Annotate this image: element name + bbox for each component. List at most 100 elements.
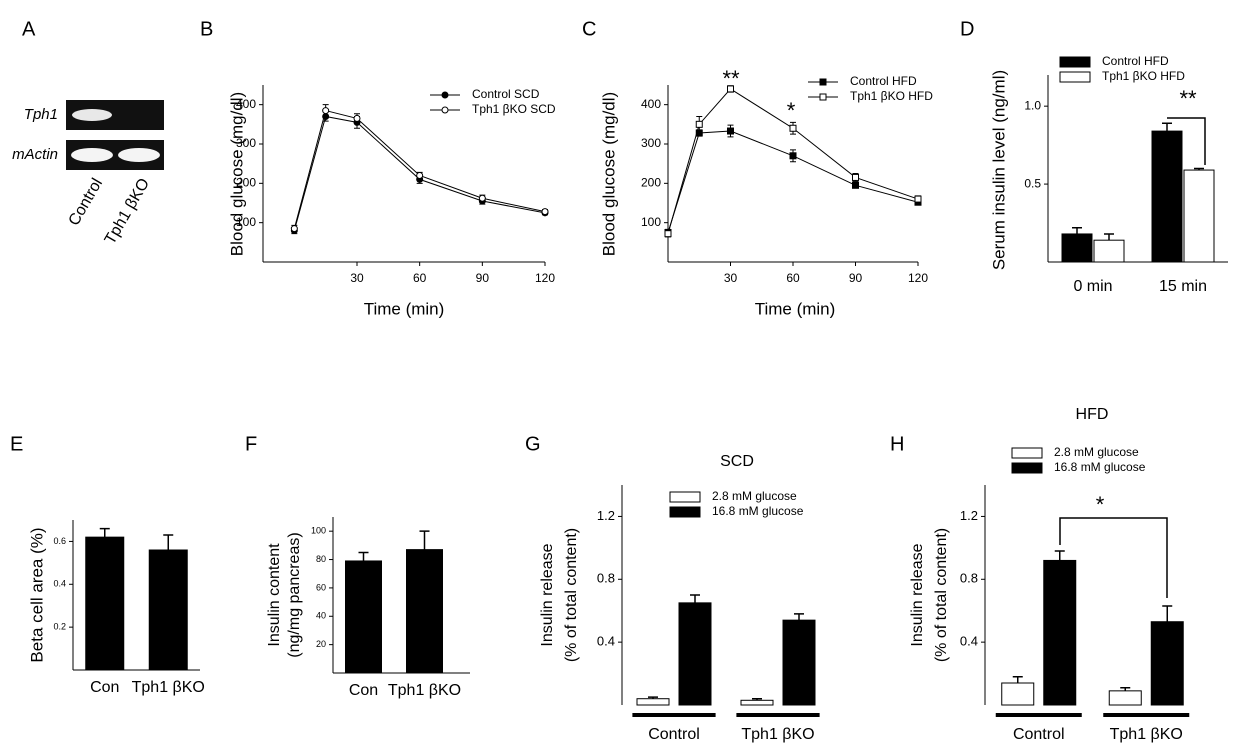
x-tick-label: Con [349,682,378,699]
legend-swatch [1059,71,1091,83]
bar [1151,130,1183,263]
x-tick-label: 120 [908,271,928,285]
x-tick-label: 30 [350,271,364,285]
y-tick-label: 40 [316,611,326,621]
panel-letter: E [10,433,23,455]
gel-lane-label: Control [66,176,107,229]
y-axis-label: (% of total content) [563,528,580,662]
legend-label: 16.8 mM glucose [712,504,804,518]
legend-swatch [669,491,701,503]
chart-title: HFD [1076,406,1109,423]
y-tick-label: 0.8 [597,571,615,586]
bar [740,699,774,706]
legend-marker [819,93,827,101]
legend-label: Tph1 βKO HFD [850,89,933,103]
series-line [667,130,919,233]
data-point [664,230,672,238]
legend-label: Tph1 βKO HFD [1102,69,1185,83]
y-axis-label: Blood glucose (mg/dl) [599,92,618,256]
y-tick-label: 300 [236,136,256,150]
legend-swatch [669,506,701,518]
legend-label: Control HFD [1102,54,1169,68]
chart-title: SCD [720,453,754,470]
bar [148,549,188,671]
legend-marker [441,91,449,99]
y-axis-label: Serum insulin level (ng/ml) [989,70,1008,270]
y-tick-label: 0.4 [597,634,615,649]
gel-band [71,148,113,162]
data-point [695,120,703,128]
x-tick-label: 30 [724,271,738,285]
significance-label: ** [1179,86,1197,111]
bar [1150,621,1184,706]
error-bar [690,594,700,603]
legend-label: Control HFD [850,74,917,88]
series-line [293,115,546,231]
bar [782,619,816,706]
gel-row-label: mActin [12,146,58,163]
error-bar [794,613,804,621]
y-tick-label: 100 [236,215,256,229]
significance-bracket [1059,517,1168,598]
y-tick-label: 1.0 [1024,98,1041,112]
error-bar [358,551,369,561]
data-point [541,208,549,216]
legend-label: Tph1 βKO SCD [472,102,556,116]
y-tick-label: 0.4 [960,634,978,649]
significance-label: * [1096,492,1105,517]
y-tick-label: 200 [641,176,661,190]
y-tick-label: 0.2 [53,622,66,632]
data-point [353,114,361,122]
x-tick-label: 60 [413,271,427,285]
bar [85,536,125,671]
y-tick-label: 400 [641,97,661,111]
legend-label: Control SCD [472,87,540,101]
y-tick-label: 1.2 [597,508,615,523]
significance-bracket [1167,117,1206,165]
y-axis-label: Insulin release [539,543,556,646]
error-bar [1120,686,1131,691]
x-tick-label: 15 min [1159,278,1207,295]
x-tick-label: Control [648,726,700,743]
gel-band [118,148,160,162]
bar [1001,682,1035,706]
error-bar [1162,122,1172,132]
legend-label: 2.8 mM glucose [1054,445,1139,459]
error-bar [1054,550,1065,561]
bar [1108,690,1142,706]
y-axis-label: (ng/mg pancreas) [286,532,303,657]
error-bar [99,527,110,538]
y-tick-label: 200 [236,176,256,190]
legend-label: 16.8 mM glucose [1054,460,1146,474]
data-point [852,173,859,181]
y-tick-label: 0.4 [53,579,66,589]
data-point [416,171,424,179]
data-point [322,107,330,115]
legend-swatch [1011,447,1043,459]
y-axis-label: Insulin content [266,543,283,647]
data-point [852,181,859,189]
series-line [667,88,919,234]
panel-letter: F [245,433,257,455]
significance-label: * [787,98,796,123]
error-bar [1104,233,1114,241]
x-tick-label: 120 [535,271,555,285]
panel-letter: A [22,18,36,40]
x-tick-label: 90 [476,271,490,285]
y-tick-label: 0.5 [1024,176,1041,190]
gel-band [72,109,112,121]
error-bar [1072,226,1082,234]
panel-letter: C [582,18,596,40]
x-tick-label: Tph1 βKO [388,682,461,699]
error-bar [1194,167,1204,171]
bar [1183,169,1215,263]
panel-letter: H [890,433,904,455]
panel-letter: B [200,18,213,40]
series-line [293,109,546,229]
y-tick-label: 100 [641,215,661,229]
y-axis-label: Insulin release [909,543,926,646]
data-point [914,195,922,203]
legend-marker [441,106,449,114]
bar [345,560,382,674]
